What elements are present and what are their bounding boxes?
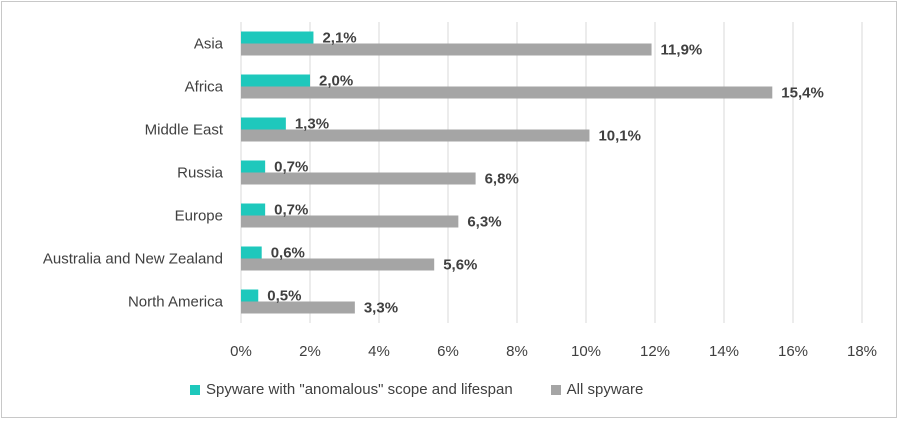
bars bbox=[241, 31, 773, 314]
bar-anomalous bbox=[241, 160, 266, 173]
bar-anomalous bbox=[241, 31, 314, 44]
legend-item-all-spyware: All spyware bbox=[550, 381, 644, 398]
category-label: Russia bbox=[177, 165, 224, 182]
bar-anomalous bbox=[241, 203, 266, 216]
x-tick-label: 2% bbox=[299, 343, 321, 360]
legend-item-anomalous: Spyware with "anomalous" scope and lifes… bbox=[190, 381, 513, 398]
legend-swatch-all-spyware bbox=[550, 384, 561, 395]
bar-all-spyware bbox=[241, 215, 459, 228]
bar-all-spyware bbox=[241, 43, 652, 56]
bar-all-spyware bbox=[241, 129, 590, 142]
x-tick-label: 16% bbox=[778, 343, 808, 360]
bar-anomalous bbox=[241, 117, 286, 130]
legend-label-all-spyware: All spyware bbox=[566, 381, 644, 398]
data-label: 11,9% bbox=[661, 42, 703, 59]
legend-swatch-anomalous bbox=[190, 384, 200, 395]
category-label: Europe bbox=[175, 208, 223, 225]
legend-label-anomalous: Spyware with "anomalous" scope and lifes… bbox=[206, 381, 513, 398]
data-label: 6,3% bbox=[467, 214, 501, 231]
bar-anomalous bbox=[241, 246, 262, 259]
x-tick-label: 0% bbox=[230, 343, 252, 360]
data-label: 6,8% bbox=[485, 171, 519, 188]
data-label: 0,5% bbox=[267, 288, 301, 305]
category-label: Middle East bbox=[145, 122, 224, 139]
x-tick-label: 12% bbox=[640, 343, 670, 360]
x-tick-label: 8% bbox=[506, 343, 528, 360]
data-label: 2,1% bbox=[322, 30, 356, 47]
bar-all-spyware bbox=[241, 301, 355, 314]
bar-anomalous bbox=[241, 289, 259, 302]
category-label: North America bbox=[128, 294, 224, 311]
category-labels: Asia Africa Middle East Russia Europe Austral… bbox=[43, 36, 224, 311]
legend: Spyware with "anomalous" scope and lifes… bbox=[190, 381, 681, 398]
bar-all-spyware bbox=[241, 172, 476, 185]
data-label: 3,3% bbox=[364, 300, 398, 317]
x-axis-ticks: 0% 2% 4% 6% 8% 10% 12% 14% 16% 18% bbox=[230, 343, 877, 360]
data-labels: 2,1% 11,9% 2,0% 15,4% 1,3% 10,1% 0,7% 6,8% 0,7% 6… bbox=[267, 30, 824, 317]
category-label: Africa bbox=[185, 79, 224, 96]
data-label: 15,4% bbox=[781, 85, 824, 102]
data-label: 5,6% bbox=[443, 257, 477, 274]
gridlines bbox=[240, 22, 863, 323]
data-label: 0,7% bbox=[274, 159, 308, 176]
x-tick-label: 4% bbox=[368, 343, 390, 360]
bar-all-spyware bbox=[241, 258, 435, 271]
data-label: 10,1% bbox=[598, 128, 641, 145]
bar-all-spyware bbox=[241, 86, 773, 99]
data-label: 0,7% bbox=[274, 202, 308, 219]
x-tick-label: 6% bbox=[437, 343, 459, 360]
data-label: 1,3% bbox=[295, 116, 329, 133]
x-tick-label: 10% bbox=[571, 343, 601, 360]
category-label: Australia and New Zealand bbox=[43, 251, 223, 268]
x-tick-label: 14% bbox=[709, 343, 739, 360]
data-label: 0,6% bbox=[271, 245, 305, 262]
bar-anomalous bbox=[241, 74, 310, 87]
category-label: Asia bbox=[194, 36, 224, 53]
data-label: 2,0% bbox=[319, 73, 353, 90]
x-tick-label: 18% bbox=[847, 343, 877, 360]
